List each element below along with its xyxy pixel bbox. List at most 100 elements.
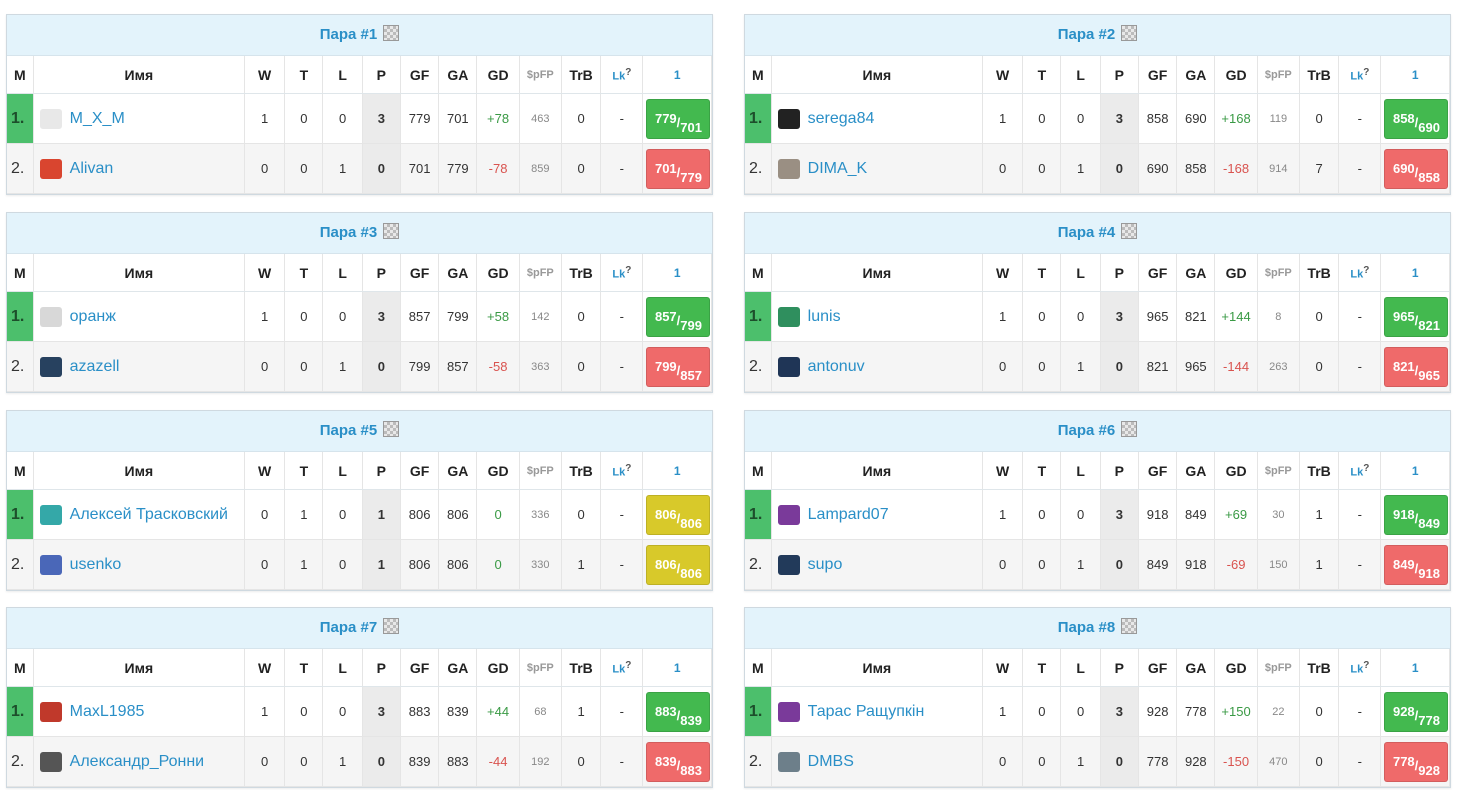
team-link[interactable]: Alivan	[69, 159, 114, 177]
help-icon[interactable]: ?	[1363, 659, 1370, 671]
score-badge[interactable]: 821/965	[1384, 346, 1449, 387]
lk-cell: -	[600, 539, 644, 590]
lk-cell: -	[1338, 686, 1382, 737]
team-link[interactable]: DIMA_K	[807, 159, 868, 177]
score-badge[interactable]: 806/806	[646, 544, 711, 585]
team-link[interactable]: lunis	[807, 307, 841, 325]
score-badge[interactable]: 849/918	[1384, 544, 1449, 585]
col-header-lk[interactable]: Lk?	[1338, 254, 1382, 292]
team-link[interactable]: Алексей Трасковский	[69, 505, 228, 523]
team-cell: antonuv	[771, 341, 984, 392]
col-header-lk[interactable]: Lk?	[600, 452, 644, 490]
red-eagle-icon	[39, 701, 62, 722]
col-header-round[interactable]: 1	[642, 56, 712, 94]
grid-icon[interactable]	[383, 618, 400, 634]
team-link[interactable]: supo	[807, 555, 843, 573]
team-link[interactable]: azazell	[69, 357, 120, 375]
help-icon[interactable]: ?	[1363, 264, 1370, 276]
col-header-round[interactable]: 1	[642, 452, 712, 490]
grid-icon[interactable]	[383, 25, 400, 41]
points-cell: 1	[362, 489, 401, 540]
pair-title-text[interactable]: Пара #8	[1057, 619, 1116, 636]
trb-cell: 0	[561, 341, 602, 392]
pair-title[interactable]: Пара #7	[7, 608, 712, 649]
help-icon[interactable]: ?	[625, 66, 632, 78]
grid-icon[interactable]	[1121, 618, 1138, 634]
grid-icon[interactable]	[383, 223, 400, 239]
col-header-lk[interactable]: Lk?	[600, 649, 644, 687]
pair-title[interactable]: Пара #1	[7, 15, 712, 56]
col-header-lk[interactable]: Lk?	[1338, 56, 1382, 94]
team-link[interactable]: serega84	[807, 109, 875, 127]
pair-title[interactable]: Пара #3	[7, 213, 712, 254]
score-badge[interactable]: 883/839	[646, 691, 711, 732]
pair-title-text[interactable]: Пара #4	[1057, 224, 1116, 241]
pair-title[interactable]: Пара #4	[745, 213, 1450, 254]
help-icon[interactable]: ?	[1363, 462, 1370, 474]
team-link[interactable]: antonuv	[807, 357, 865, 375]
pair-title-text[interactable]: Пара #2	[1057, 26, 1116, 43]
score-badge[interactable]: 858/690	[1384, 98, 1449, 139]
team-link[interactable]: Тарас Ращупкін	[807, 702, 925, 720]
score-badge[interactable]: 799/857	[646, 346, 711, 387]
score-badge[interactable]: 701/779	[646, 148, 711, 189]
col-header-round[interactable]: 1	[1380, 649, 1450, 687]
pair-title[interactable]: Пара #5	[7, 411, 712, 452]
help-icon[interactable]: ?	[625, 659, 632, 671]
score-badge[interactable]: 806/806	[646, 494, 711, 535]
pair-title-text[interactable]: Пара #7	[319, 619, 378, 636]
col-header-lk[interactable]: Lk?	[1338, 452, 1382, 490]
pair-title-text[interactable]: Пара #6	[1057, 422, 1116, 439]
score-badge[interactable]: 839/883	[646, 741, 711, 782]
col-header-label: М	[13, 659, 26, 676]
team-link[interactable]: MaxL1985	[69, 702, 145, 720]
team-link[interactable]: M_X_M	[69, 109, 125, 127]
team-link[interactable]: DMBS	[807, 752, 854, 770]
col-header-round[interactable]: 1	[1380, 452, 1450, 490]
score-badge[interactable]: 965/821	[1384, 296, 1449, 337]
col-header-label: GD	[1225, 66, 1247, 83]
help-icon[interactable]: ?	[625, 462, 632, 474]
grid-icon[interactable]	[1121, 223, 1138, 239]
col-header-t: T	[284, 649, 324, 687]
header-row: М Имя W T L P GF GA GD $pFP TrB Lk? 1	[7, 452, 712, 490]
col-header-gf: GF	[1138, 56, 1178, 94]
col-header-l: L	[1060, 56, 1101, 94]
grid-icon[interactable]	[1121, 421, 1138, 437]
score-badge[interactable]: 778/928	[1384, 741, 1449, 782]
pair-title-text[interactable]: Пара #1	[319, 26, 378, 43]
col-header-spfp: $pFP	[1257, 452, 1300, 490]
table-row: 1. Lampard07 1 0 0 3 918 849 +69 30 1-918/849	[745, 489, 1450, 540]
ga-cell: 965	[1176, 341, 1216, 392]
grid-icon[interactable]	[383, 421, 400, 437]
col-header-round[interactable]: 1	[1380, 56, 1450, 94]
pair-title[interactable]: Пара #2	[745, 15, 1450, 56]
col-header-round[interactable]: 1	[642, 254, 712, 292]
team-link[interactable]: usenko	[69, 555, 122, 573]
team-link[interactable]: Александр_Ронни	[69, 752, 205, 770]
score-badge[interactable]: 690/858	[1384, 148, 1449, 189]
score-badge[interactable]: 779/701	[646, 98, 711, 139]
team-link[interactable]: оранж	[69, 307, 116, 325]
col-header-round[interactable]: 1	[642, 649, 712, 687]
gd-cell: -168	[1214, 143, 1258, 194]
col-header-round[interactable]: 1	[1380, 254, 1450, 292]
team-link[interactable]: Lampard07	[807, 505, 889, 523]
trb-cell: 1	[561, 686, 602, 737]
help-icon[interactable]: ?	[1363, 66, 1370, 78]
pair-title-text[interactable]: Пара #3	[319, 224, 378, 241]
score-badge[interactable]: 918/849	[1384, 494, 1449, 535]
pair-title[interactable]: Пара #6	[745, 411, 1450, 452]
col-header-ga: GA	[438, 56, 478, 94]
col-header-lk[interactable]: Lk?	[600, 56, 644, 94]
score-badge[interactable]: 928/778	[1384, 691, 1449, 732]
col-header-lk[interactable]: Lk?	[1338, 649, 1382, 687]
pair-title[interactable]: Пара #8	[745, 608, 1450, 649]
score-badge[interactable]: 857/799	[646, 296, 711, 337]
col-header-label: $pFP	[526, 661, 554, 674]
col-header-t: T	[1022, 56, 1062, 94]
grid-icon[interactable]	[1121, 25, 1138, 41]
help-icon[interactable]: ?	[625, 264, 632, 276]
pair-title-text[interactable]: Пара #5	[319, 422, 378, 439]
col-header-lk[interactable]: Lk?	[600, 254, 644, 292]
